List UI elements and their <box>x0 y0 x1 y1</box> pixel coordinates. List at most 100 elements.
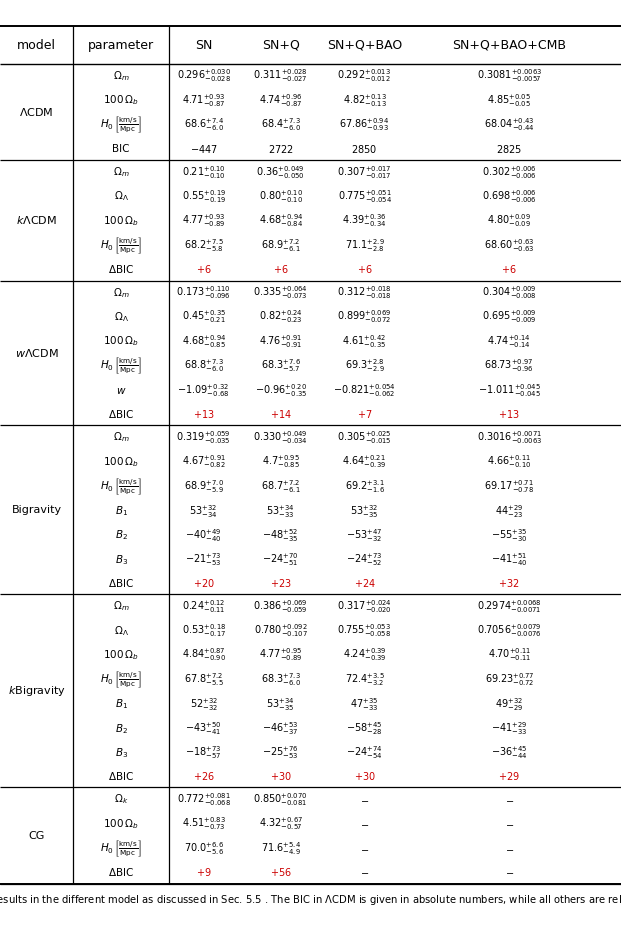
Text: $68.2^{+7.5}_{-5.8}$: $68.2^{+7.5}_{-5.8}$ <box>184 237 224 254</box>
Text: $4.68^{+0.94}_{-0.85}$: $4.68^{+0.94}_{-0.85}$ <box>181 333 226 350</box>
Text: $4.39^{+0.36}_{-0.34}$: $4.39^{+0.36}_{-0.34}$ <box>342 212 387 229</box>
Text: $68.04^{+0.43}_{-0.44}$: $68.04^{+0.43}_{-0.44}$ <box>484 117 535 133</box>
Text: $\Omega_\Lambda$: $\Omega_\Lambda$ <box>114 624 129 637</box>
Text: $4.71^{+0.93}_{-0.87}$: $4.71^{+0.93}_{-0.87}$ <box>182 92 225 109</box>
Text: $0.53^{+0.18}_{-0.17}$: $0.53^{+0.18}_{-0.17}$ <box>181 622 226 639</box>
Text: $-1.09^{+0.32}_{-0.68}$: $-1.09^{+0.32}_{-0.68}$ <box>178 383 230 400</box>
Text: $72.4^{+3.5}_{-3.2}$: $72.4^{+3.5}_{-3.2}$ <box>345 671 384 688</box>
Text: $-$: $-$ <box>360 819 369 829</box>
Text: $0.36^{+0.049}_{-0.050}$: $0.36^{+0.049}_{-0.050}$ <box>256 164 305 180</box>
Text: $71.6^{+5.4}_{-4.9}$: $71.6^{+5.4}_{-4.9}$ <box>261 840 301 857</box>
Text: $B_2$: $B_2$ <box>115 528 127 542</box>
Text: $k\Lambda$CDM: $k\Lambda$CDM <box>16 214 57 227</box>
Text: $0.304^{+0.009}_{-0.008}$: $0.304^{+0.009}_{-0.008}$ <box>482 284 537 301</box>
Text: $+30$: $+30$ <box>270 770 292 782</box>
Text: $-46^{+53}_{-37}$: $-46^{+53}_{-37}$ <box>263 720 299 737</box>
Text: $68.7^{+7.2}_{-6.1}$: $68.7^{+7.2}_{-6.1}$ <box>261 478 301 494</box>
Text: $B_2$: $B_2$ <box>115 722 127 735</box>
Text: $w\Lambda$CDM: $w\Lambda$CDM <box>15 347 58 359</box>
Text: $0.312^{+0.018}_{-0.018}$: $0.312^{+0.018}_{-0.018}$ <box>337 284 392 301</box>
Text: $B_3$: $B_3$ <box>114 746 128 760</box>
Text: $-$: $-$ <box>360 868 369 877</box>
Text: $68.6^{+7.4}_{-6.0}$: $68.6^{+7.4}_{-6.0}$ <box>184 117 224 133</box>
Text: $+7$: $+7$ <box>356 408 373 420</box>
Text: $H_0\,\left[\frac{\mathrm{km/s}}{\mathrm{Mpc}}\right]$: $H_0\,\left[\frac{\mathrm{km/s}}{\mathrm… <box>100 477 142 496</box>
Text: $0.698^{+0.006}_{-0.006}$: $0.698^{+0.006}_{-0.006}$ <box>482 188 537 205</box>
Text: $+24$: $+24$ <box>353 577 376 589</box>
Text: $4.68^{+0.94}_{-0.84}$: $4.68^{+0.94}_{-0.84}$ <box>258 212 303 229</box>
Text: $\Omega_k$: $\Omega_k$ <box>114 792 129 807</box>
Text: $69.23^{+0.77}_{-0.72}$: $69.23^{+0.77}_{-0.72}$ <box>484 671 534 688</box>
Text: $B_3$: $B_3$ <box>114 553 128 567</box>
Text: $k$Bigravity: $k$Bigravity <box>7 683 66 697</box>
Text: $53^{+32}_{-34}$: $53^{+32}_{-34}$ <box>189 503 218 520</box>
Text: $0.302^{+0.006}_{-0.006}$: $0.302^{+0.006}_{-0.006}$ <box>482 164 537 180</box>
Text: $\Omega_m$: $\Omega_m$ <box>113 286 129 300</box>
Text: $0.311^{+0.028}_{-0.027}$: $0.311^{+0.028}_{-0.027}$ <box>253 68 308 85</box>
Text: $H_0\,\left[\frac{\mathrm{km/s}}{\mathrm{Mpc}}\right]$: $H_0\,\left[\frac{\mathrm{km/s}}{\mathrm… <box>100 838 142 859</box>
Text: $+20$: $+20$ <box>193 577 215 589</box>
Text: $-21^{+73}_{-53}$: $-21^{+73}_{-53}$ <box>186 551 222 568</box>
Text: $+13$: $+13$ <box>498 408 520 420</box>
Text: $68.3^{+7.3}_{-6.0}$: $68.3^{+7.3}_{-6.0}$ <box>261 671 301 688</box>
Text: $100\,\Omega_b$: $100\,\Omega_b$ <box>103 335 139 348</box>
Text: SN+Q+BAO+CMB: SN+Q+BAO+CMB <box>452 39 566 52</box>
Text: $2825$: $2825$ <box>496 143 522 155</box>
Text: $0.775^{+0.051}_{-0.054}$: $0.775^{+0.051}_{-0.054}$ <box>338 188 391 205</box>
Text: $4.77^{+0.95}_{-0.89}$: $4.77^{+0.95}_{-0.89}$ <box>259 647 302 664</box>
Text: Bigravity: Bigravity <box>12 505 61 515</box>
Text: $4.61^{+0.42}_{-0.35}$: $4.61^{+0.42}_{-0.35}$ <box>342 333 387 350</box>
Text: $2850$: $2850$ <box>351 143 378 155</box>
Text: $-1.011^{+0.045}_{-0.045}$: $-1.011^{+0.045}_{-0.045}$ <box>478 383 541 400</box>
Text: $\Omega_\Lambda$: $\Omega_\Lambda$ <box>114 310 129 323</box>
Text: $+6$: $+6$ <box>196 263 212 275</box>
Text: $\Delta$BIC: $\Delta$BIC <box>108 408 134 420</box>
Text: $-$: $-$ <box>505 819 514 829</box>
Text: $4.80^{+0.09}_{-0.09}$: $4.80^{+0.09}_{-0.09}$ <box>487 212 531 229</box>
Text: $\Omega_m$: $\Omega_m$ <box>113 165 129 180</box>
Text: $\Omega_\Lambda$: $\Omega_\Lambda$ <box>114 190 129 203</box>
Text: $\Omega_m$: $\Omega_m$ <box>113 431 129 445</box>
Text: $4.66^{+0.11}_{-0.10}$: $4.66^{+0.11}_{-0.10}$ <box>487 453 532 470</box>
Text: $H_0\,\left[\frac{\mathrm{km/s}}{\mathrm{Mpc}}\right]$: $H_0\,\left[\frac{\mathrm{km/s}}{\mathrm… <box>100 115 142 135</box>
Text: $+23$: $+23$ <box>270 577 292 589</box>
Text: $67.86^{+0.94}_{-0.93}$: $67.86^{+0.94}_{-0.93}$ <box>339 117 390 133</box>
Text: $-447$: $-447$ <box>189 143 218 155</box>
Text: $4.74^{+0.96}_{-0.87}$: $4.74^{+0.96}_{-0.87}$ <box>259 92 302 109</box>
Text: $0.3016^{+0.0071}_{-0.0063}$: $0.3016^{+0.0071}_{-0.0063}$ <box>476 429 542 446</box>
Text: $+14$: $+14$ <box>270 408 292 420</box>
Text: $0.755^{+0.053}_{-0.058}$: $0.755^{+0.053}_{-0.058}$ <box>337 622 392 639</box>
Text: $+29$: $+29$ <box>498 770 520 782</box>
Text: $0.3081^{+0.0063}_{-0.0057}$: $0.3081^{+0.0063}_{-0.0057}$ <box>476 68 542 85</box>
Text: $-24^{+74}_{-54}$: $-24^{+74}_{-54}$ <box>346 744 383 761</box>
Text: CG: CG <box>29 831 45 840</box>
Text: BIC: BIC <box>112 144 130 154</box>
Text: $4.85^{+0.05}_{-0.05}$: $4.85^{+0.05}_{-0.05}$ <box>487 92 531 109</box>
Text: $0.305^{+0.025}_{-0.015}$: $0.305^{+0.025}_{-0.015}$ <box>337 429 392 446</box>
Text: $49^{+32}_{-29}$: $49^{+32}_{-29}$ <box>495 696 524 713</box>
Text: $0.780^{+0.092}_{-0.107}$: $0.780^{+0.092}_{-0.107}$ <box>254 622 307 639</box>
Text: $0.330^{+0.049}_{-0.034}$: $0.330^{+0.049}_{-0.034}$ <box>253 429 308 446</box>
Text: $\Delta$BIC: $\Delta$BIC <box>108 770 134 782</box>
Text: $0.55^{+0.19}_{-0.19}$: $0.55^{+0.19}_{-0.19}$ <box>181 188 226 205</box>
Text: $4.77^{+0.93}_{-0.89}$: $4.77^{+0.93}_{-0.89}$ <box>182 212 225 229</box>
Text: $100\,\Omega_b$: $100\,\Omega_b$ <box>103 455 139 468</box>
Text: $+6$: $+6$ <box>501 263 517 275</box>
Text: $\Lambda$CDM: $\Lambda$CDM <box>19 106 54 118</box>
Text: $0.317^{+0.024}_{-0.020}$: $0.317^{+0.024}_{-0.020}$ <box>337 598 392 615</box>
Text: $-24^{+73}_{-52}$: $-24^{+73}_{-52}$ <box>347 551 383 568</box>
Text: $68.8^{+7.3}_{-6.0}$: $68.8^{+7.3}_{-6.0}$ <box>184 357 224 374</box>
Text: $H_0\,\left[\frac{\mathrm{km/s}}{\mathrm{Mpc}}\right]$: $H_0\,\left[\frac{\mathrm{km/s}}{\mathrm… <box>100 235 142 256</box>
Text: $0.319^{+0.059}_{-0.035}$: $0.319^{+0.059}_{-0.035}$ <box>176 429 231 446</box>
Text: $B_1$: $B_1$ <box>114 697 128 712</box>
Text: $0.173^{+0.110}_{-0.096}$: $0.173^{+0.110}_{-0.096}$ <box>176 284 231 301</box>
Text: $-24^{+70}_{-51}$: $-24^{+70}_{-51}$ <box>263 551 299 568</box>
Text: $0.850^{+0.070}_{-0.081}$: $0.850^{+0.070}_{-0.081}$ <box>253 791 308 808</box>
Text: $\Omega_m$: $\Omega_m$ <box>113 600 129 613</box>
Text: $\Omega_m$: $\Omega_m$ <box>113 70 129 83</box>
Text: $+56$: $+56$ <box>270 867 292 878</box>
Text: $4.51^{+0.83}_{-0.73}$: $4.51^{+0.83}_{-0.73}$ <box>182 816 225 832</box>
Text: $68.3^{+7.6}_{-5.7}$: $68.3^{+7.6}_{-5.7}$ <box>261 357 301 374</box>
Text: $44^{+29}_{-23}$: $44^{+29}_{-23}$ <box>495 503 524 520</box>
Text: $-$: $-$ <box>360 794 369 805</box>
